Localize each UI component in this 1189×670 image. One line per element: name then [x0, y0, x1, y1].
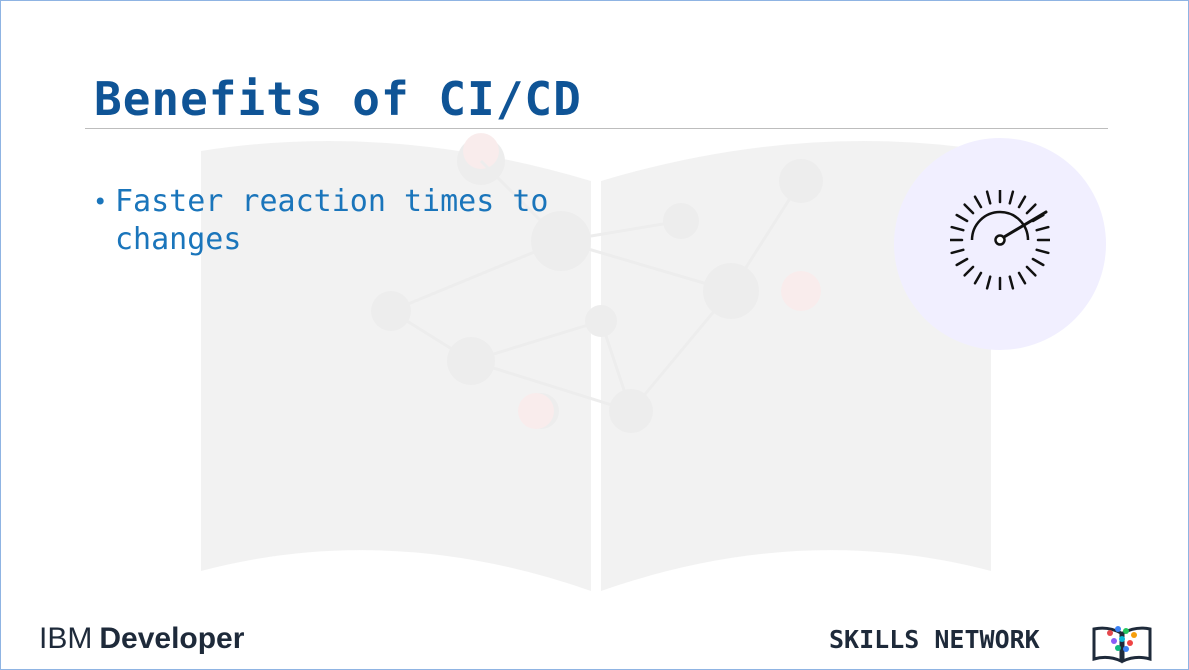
- list-item: • Faster reaction times to changes: [93, 183, 573, 259]
- brand-prefix: IBM: [39, 622, 93, 655]
- open-book-icon: [1092, 626, 1152, 664]
- bullet-list: • Faster reaction times to changes: [93, 183, 573, 259]
- page-title: Benefits of CI/CD: [94, 72, 582, 126]
- brand-name: Developer: [99, 622, 245, 655]
- icon-badge: [894, 138, 1106, 350]
- book-network-watermark: [201, 133, 991, 591]
- ibm-developer-logo: IBM Developer: [39, 621, 244, 657]
- title-divider: [85, 128, 1108, 129]
- speedometer-icon: [950, 190, 1050, 290]
- skills-network-label: SKILLS NETWORK: [829, 625, 1040, 654]
- bullet-marker: •: [93, 188, 108, 216]
- bullet-text: Faster reaction times to changes: [115, 184, 549, 257]
